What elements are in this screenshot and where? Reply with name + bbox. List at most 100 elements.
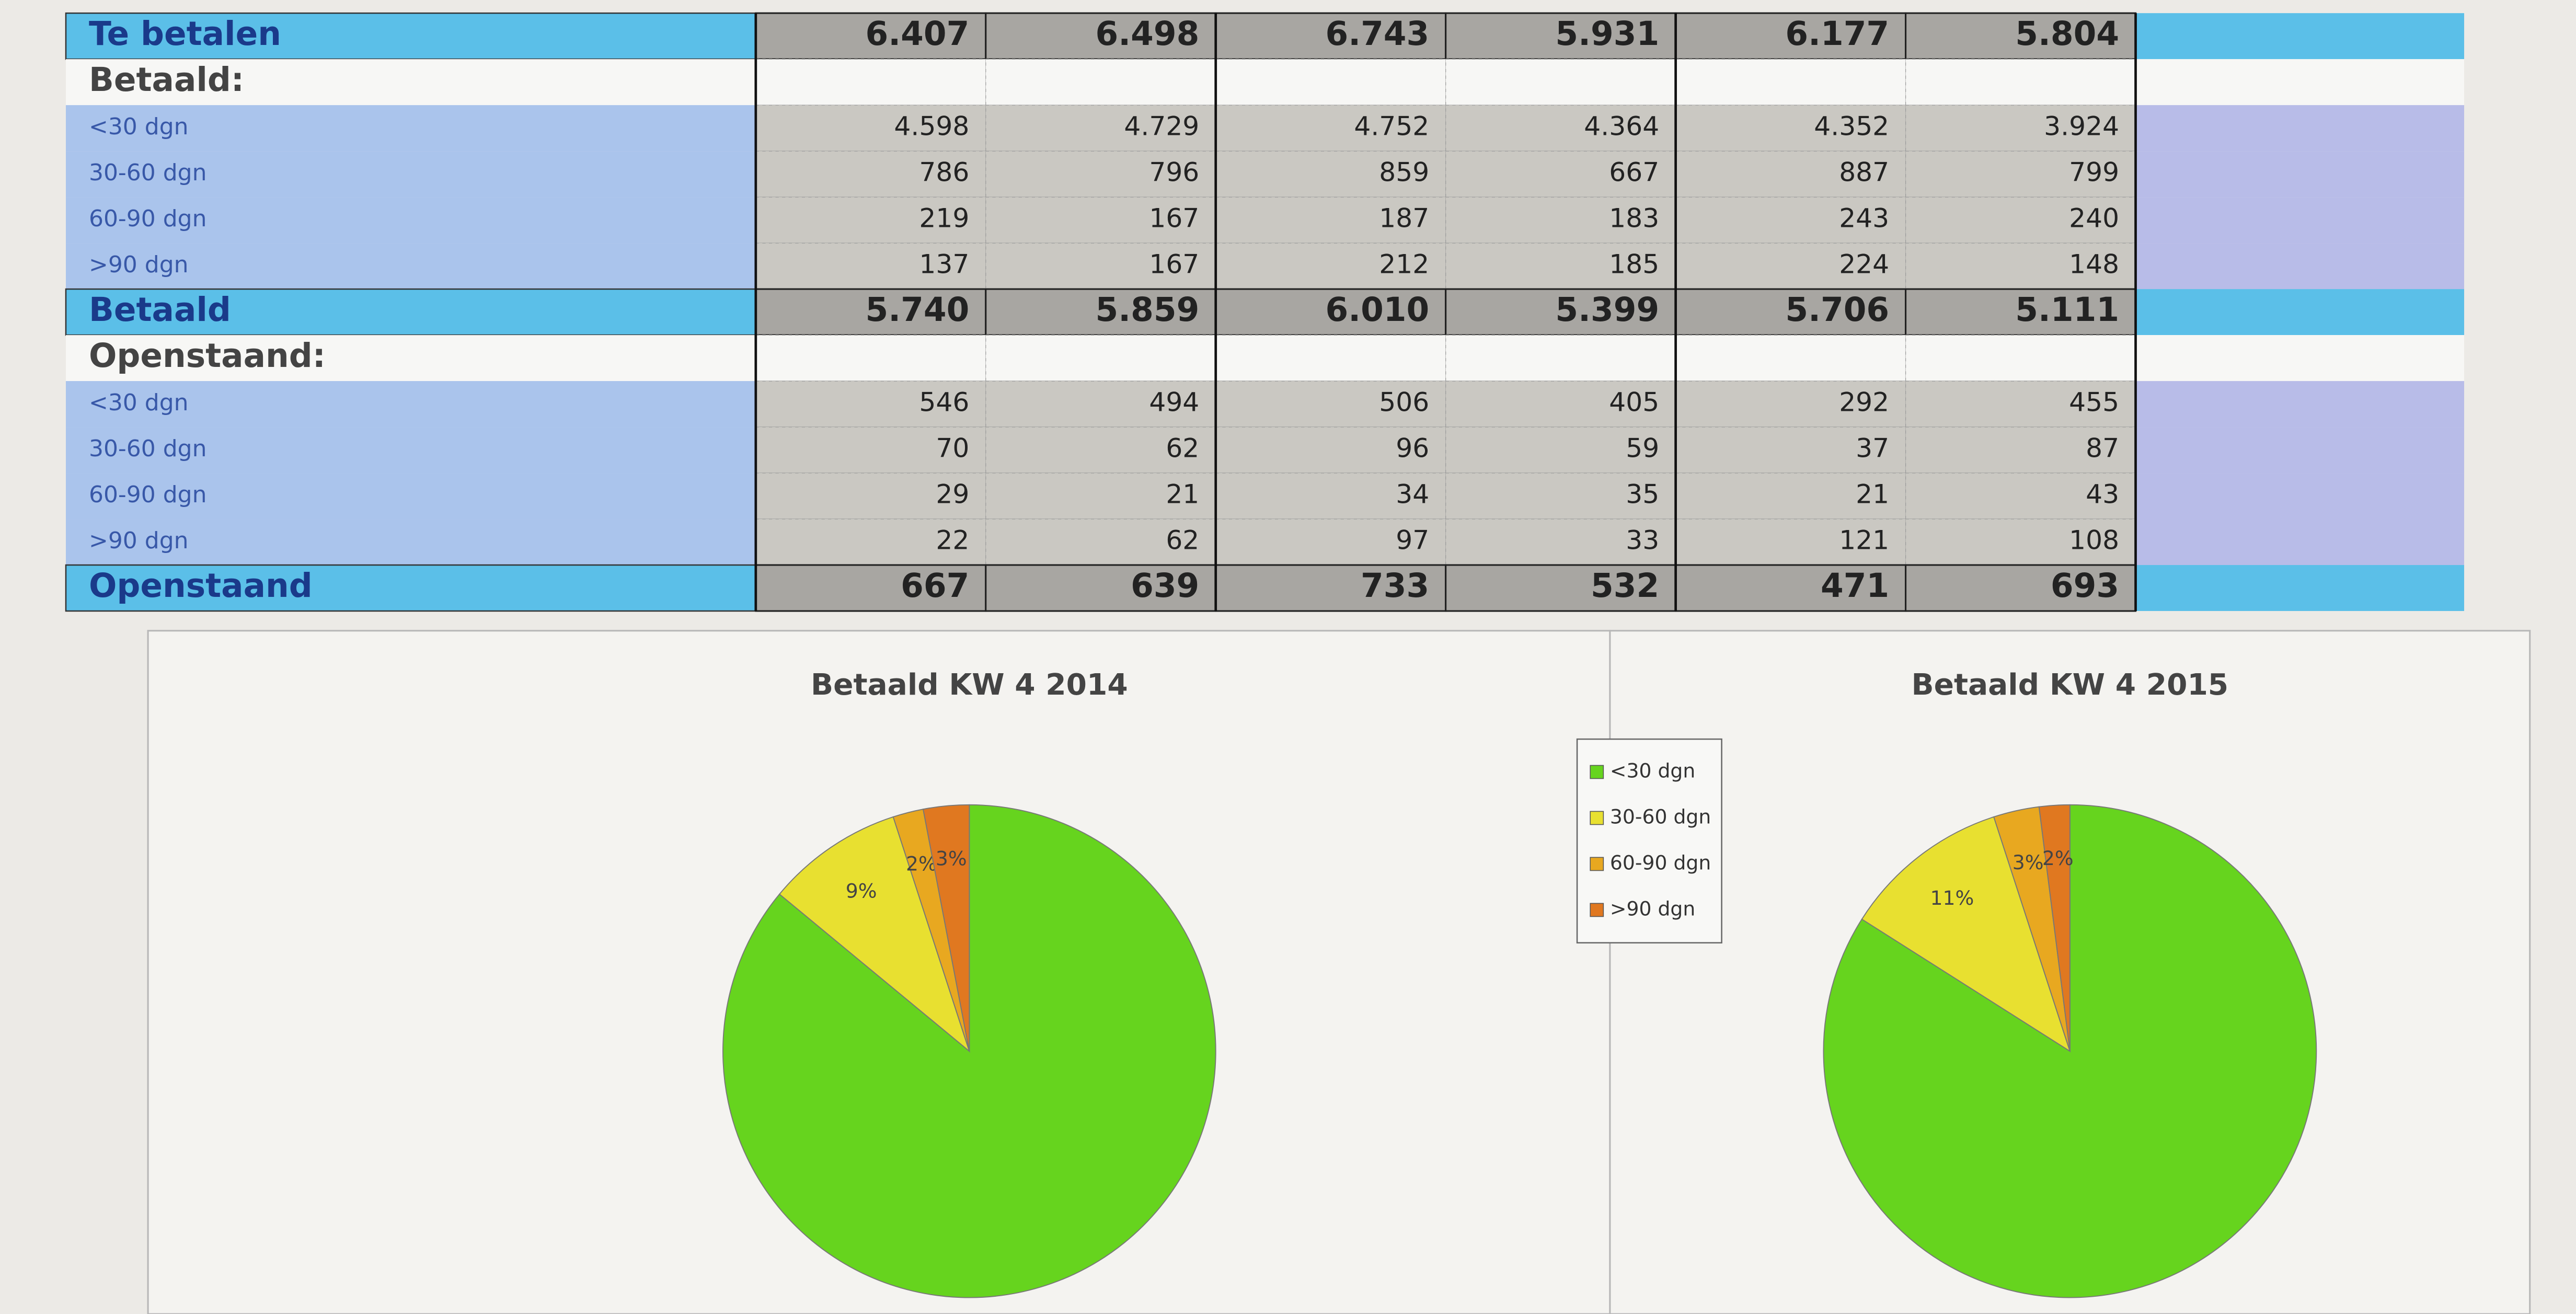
- cell-value: 6.407: [866, 15, 970, 53]
- data-cell: [985, 564, 1217, 612]
- cell-value: 21: [1166, 479, 1199, 510]
- cell-value: 292: [1839, 387, 1889, 418]
- extra-cell: [2135, 381, 2465, 428]
- data-cell: [1675, 564, 1907, 612]
- data-cell: [755, 151, 986, 198]
- row-label: >90 dgn: [89, 527, 189, 554]
- row-label: <30 dgn: [89, 389, 189, 416]
- data-cell: [1675, 197, 1906, 244]
- cell-value: 455: [2069, 387, 2119, 418]
- data-cell: [985, 427, 1216, 474]
- cell-value: 506: [1379, 387, 1429, 418]
- data-cell: [1445, 518, 1676, 566]
- cell-value: 494: [1149, 387, 1199, 418]
- cell-value: 4.364: [1584, 111, 1659, 142]
- data-cell: [1445, 105, 1676, 152]
- cell-value: 5.859: [1096, 291, 1200, 329]
- data-cell: [1675, 427, 1906, 474]
- data-cell: [1675, 381, 1906, 428]
- slice-label: 2%: [2042, 847, 2074, 870]
- data-cell: [1905, 151, 2136, 198]
- row-label: 30-60 dgn: [89, 435, 207, 462]
- row-label: >90 dgn: [89, 251, 189, 278]
- cell-value: 240: [2069, 203, 2119, 234]
- row-label: 30-60 dgn: [89, 159, 207, 186]
- cell-value: 4.729: [1124, 111, 1199, 142]
- cell-value: 59: [1626, 433, 1659, 464]
- extra-cell: [2135, 519, 2465, 566]
- extra-cell: [2135, 13, 2465, 60]
- data-cell: [985, 381, 1216, 428]
- cell-value: 4.598: [894, 111, 969, 142]
- data-cell: [1215, 59, 1446, 106]
- cell-value: 121: [1839, 525, 1889, 556]
- extra-cell: [2135, 565, 2465, 612]
- data-cell: [1445, 197, 1676, 244]
- row-label-cell: [65, 427, 756, 474]
- cell-value: 5.804: [2015, 15, 2119, 53]
- data-cell: [985, 105, 1216, 152]
- data-cell: [1445, 335, 1676, 382]
- data-cell: [1675, 59, 1906, 106]
- cell-value: 70: [936, 433, 969, 464]
- data-cell: [1905, 105, 2136, 152]
- cell-value: 667: [901, 567, 969, 605]
- row-label: 60-90 dgn: [89, 205, 207, 232]
- data-cell: [1905, 381, 2136, 428]
- extra-cell: [2135, 197, 2465, 244]
- cell-value: 37: [1856, 433, 1889, 464]
- cell-value: 786: [919, 157, 969, 188]
- data-cell: [755, 288, 987, 336]
- row-label-cell: [65, 335, 756, 382]
- data-cell: [1905, 197, 2136, 244]
- data-cell: [1905, 12, 2137, 60]
- data-cell: [1445, 288, 1677, 336]
- data-cell: [985, 472, 1216, 520]
- cell-value: 167: [1149, 203, 1199, 234]
- row-label-cell: [65, 105, 756, 152]
- cell-value: 21: [1856, 479, 1889, 510]
- legend-swatch: [1590, 857, 1604, 871]
- data-cell: [1905, 335, 2136, 382]
- cell-value: 5.931: [1555, 15, 1659, 53]
- data-cell: [755, 427, 986, 474]
- legend-label: 30-60 dgn: [1610, 805, 1711, 828]
- legend-label: <30 dgn: [1610, 759, 1695, 782]
- data-cell: [1675, 335, 1906, 382]
- chart-title: Betaald KW 4 2014: [811, 667, 1128, 702]
- row-label-cell: [65, 243, 756, 290]
- slice-label: 9%: [846, 880, 877, 903]
- data-cell: [985, 335, 1216, 382]
- slice-label: 11%: [1930, 886, 1974, 909]
- data-cell: [1905, 427, 2136, 474]
- data-cell: [1675, 288, 1907, 336]
- extra-cell: [2135, 335, 2465, 382]
- data-cell: [1215, 151, 1446, 198]
- extra-cell: [2135, 59, 2465, 106]
- pie-slice: [778, 816, 971, 1053]
- data-cell: [1675, 472, 1906, 520]
- cell-value: 6.010: [1325, 291, 1429, 329]
- data-cell: [985, 151, 1216, 198]
- cell-value: 187: [1379, 203, 1429, 234]
- cell-value: 97: [1396, 525, 1429, 556]
- row-label: Openstaand: [89, 567, 313, 605]
- extra-cell: [2135, 243, 2465, 290]
- cell-value: 148: [2069, 249, 2119, 280]
- row-label-cell: [65, 197, 756, 244]
- cell-value: 224: [1839, 249, 1889, 280]
- cell-value: 733: [1361, 567, 1429, 605]
- cell-value: 185: [1609, 249, 1659, 280]
- cell-value: 405: [1609, 387, 1659, 418]
- data-cell: [1215, 12, 1447, 60]
- slice-label: 3%: [936, 847, 967, 870]
- cell-value: 35: [1626, 479, 1659, 510]
- data-cell: [1445, 151, 1676, 198]
- row-label-cell: [65, 519, 756, 566]
- extra-cell: [2135, 473, 2465, 520]
- row-label-cell: [65, 12, 757, 60]
- data-cell: [985, 197, 1216, 244]
- data-cell: [755, 59, 986, 106]
- extra-cell: [2135, 427, 2465, 474]
- extra-cell: [2135, 151, 2465, 198]
